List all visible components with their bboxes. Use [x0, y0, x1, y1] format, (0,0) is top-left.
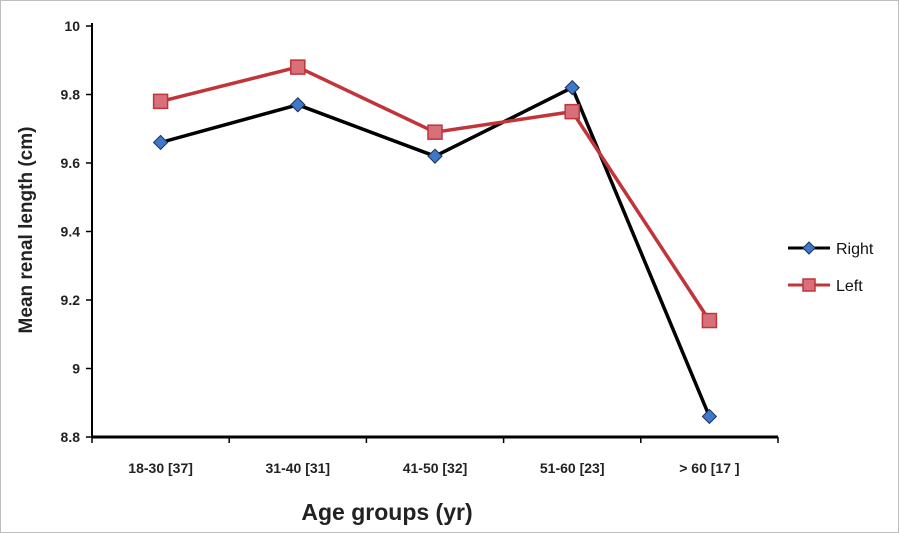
x-tick-label: 31-40 [31] [266, 460, 331, 476]
data-point-left [427, 124, 443, 140]
y-tick-label: 9.4 [61, 224, 81, 240]
data-point-right [564, 79, 580, 96]
legend-marker-left [802, 278, 816, 292]
y-tick-label: 9.8 [61, 87, 81, 103]
data-point-left [152, 93, 169, 110]
data-point-left [701, 312, 718, 329]
legend-label-left: Left [836, 278, 863, 295]
data-point-left [564, 103, 580, 120]
data-point-right [701, 408, 718, 425]
data-point-left [290, 59, 306, 75]
data-point-right [290, 97, 306, 113]
x-axis: 18-30 [37] 31-40 [31] 41-50 [32] 51-60 [23]… [91, 435, 779, 476]
data-point-right [152, 134, 169, 151]
y-axis: 8.8 9 9.2 9.4 9.6 9.8 10 [61, 18, 93, 445]
x-tick-label: > 60 [17 ] [679, 460, 739, 476]
x-tick-label: 18-30 [37] [128, 460, 193, 476]
legend: Right Left [788, 241, 874, 295]
y-tick-label: 10 [64, 18, 80, 34]
y-tick-label: 9 [72, 361, 80, 377]
legend-marker-right [802, 241, 816, 255]
series-line-left [160, 65, 711, 322]
y-axis-title: Mean renal length (cm) [16, 127, 37, 334]
x-tick-label: 41-50 [32] [403, 460, 468, 476]
x-axis-title: Age groups (yr) [301, 499, 472, 525]
y-tick-label: 9.2 [61, 292, 81, 308]
y-tick-label: 8.8 [61, 429, 81, 445]
y-tick-label: 9.6 [61, 155, 81, 171]
data-point-right [427, 148, 443, 164]
series-layer [152, 59, 718, 425]
legend-label-right: Right [836, 241, 874, 258]
x-tick-label: 51-60 [23] [540, 460, 605, 476]
